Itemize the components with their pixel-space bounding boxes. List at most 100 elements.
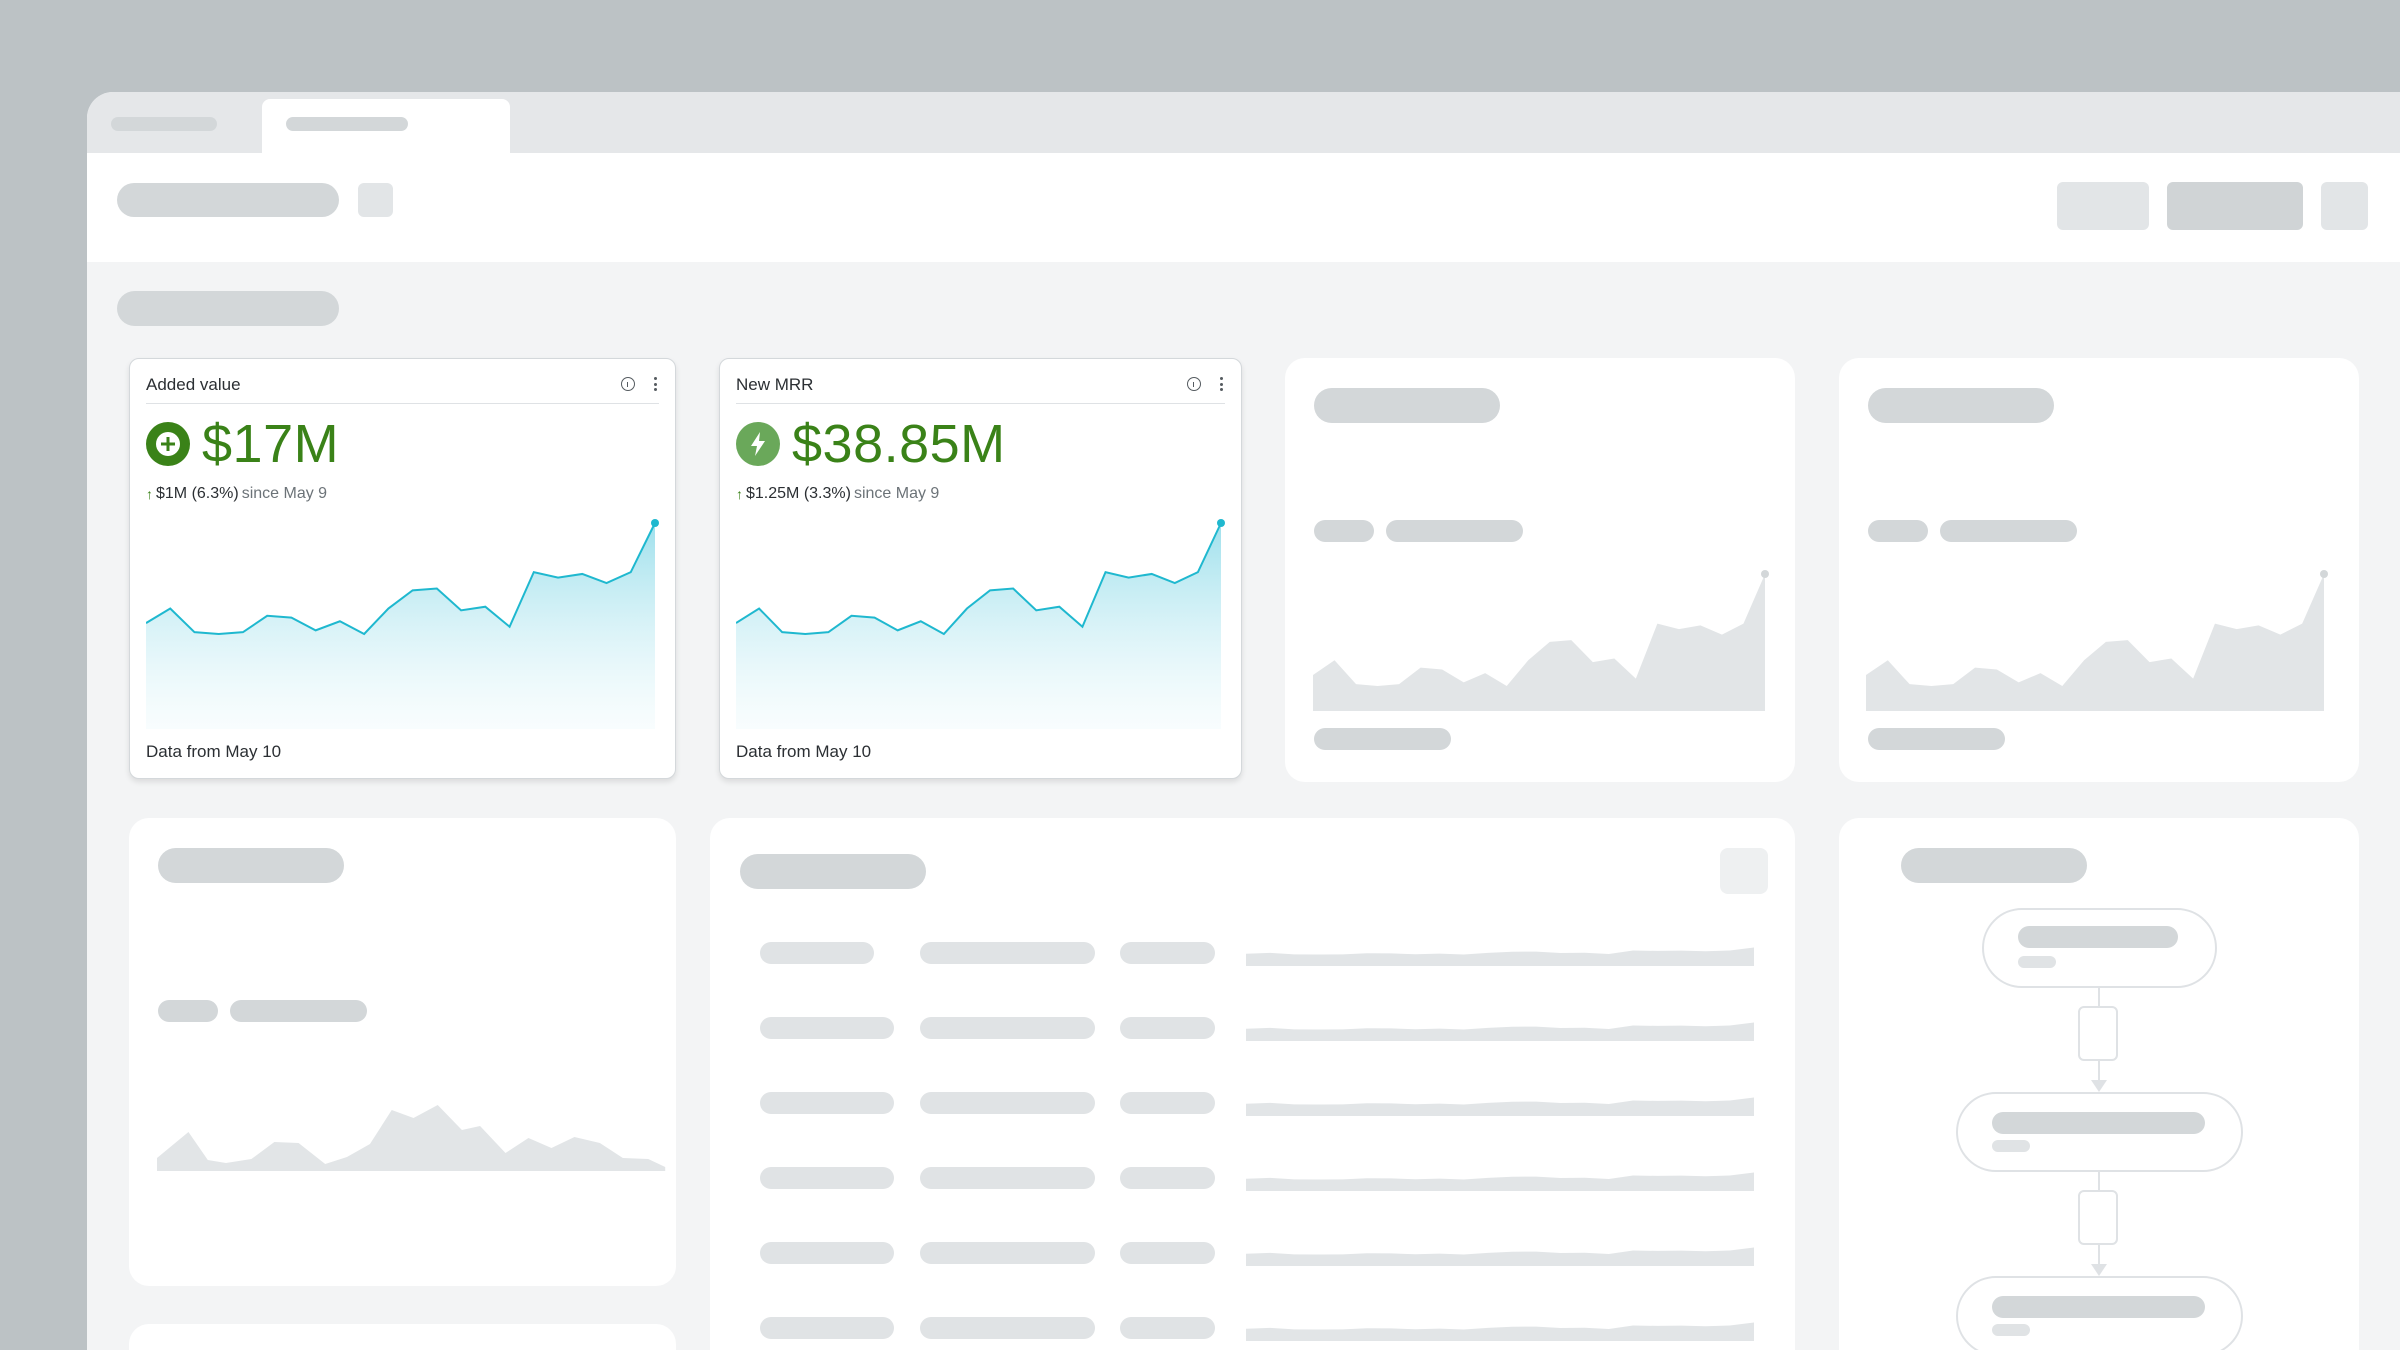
page-title-placeholder — [117, 183, 339, 217]
placeholder-sparkline — [1246, 1322, 1754, 1341]
placeholder-cell — [920, 1167, 1095, 1189]
placeholder-text — [1992, 1140, 2030, 1152]
placeholder-title — [158, 848, 344, 883]
skeleton-kpi-card — [1285, 358, 1795, 782]
placeholder-title — [1314, 388, 1500, 423]
placeholder-sparkline-area — [1246, 1097, 1754, 1116]
table-row[interactable] — [710, 938, 1795, 968]
placeholder-area — [1313, 574, 1765, 711]
kpi-since: since May 9 — [853, 485, 940, 502]
placeholder-title — [1901, 848, 2087, 883]
app-window: Added value $17M ↑ $1M (6.3%) since May … — [87, 92, 2400, 1350]
placeholder-cell — [760, 942, 874, 964]
flow-node[interactable] — [1982, 908, 2217, 988]
placeholder-sparkline — [1246, 947, 1754, 966]
placeholder-area-chart — [1313, 570, 1769, 711]
placeholder-cell — [920, 1317, 1095, 1339]
table-row[interactable] — [710, 1313, 1795, 1343]
placeholder-cell — [760, 1017, 894, 1039]
placeholder-cell — [920, 1242, 1095, 1264]
table-row[interactable] — [710, 1163, 1795, 1193]
placeholder-sparkline — [1246, 1097, 1754, 1116]
plus-circle-icon — [146, 422, 190, 466]
tab-label-placeholder — [286, 117, 408, 131]
placeholder-sparkline — [1246, 1022, 1754, 1041]
more-vertical-icon[interactable] — [1219, 377, 1223, 391]
placeholder-text — [1868, 728, 2005, 750]
arrow-down-icon — [2091, 1264, 2107, 1276]
kpi-value: $17M — [202, 414, 340, 474]
kpi-title: Added value — [146, 375, 241, 394]
placeholder-cell — [920, 1092, 1095, 1114]
table-row[interactable] — [710, 1013, 1795, 1043]
placeholder-area-chart — [1866, 570, 2328, 711]
placeholder-text — [2018, 956, 2056, 968]
placeholder-text — [1940, 520, 2077, 542]
divider — [146, 403, 659, 404]
placeholder-cell — [1120, 1092, 1215, 1114]
flow-node[interactable] — [1956, 1276, 2243, 1350]
info-icon[interactable] — [1187, 377, 1201, 391]
sparkline-last-point — [1217, 519, 1225, 527]
kpi-delta: $1M (6.3%) — [156, 485, 239, 502]
placeholder-cell — [760, 1317, 894, 1339]
placeholder-sparkline-area — [1246, 1322, 1754, 1341]
placeholder-sparkline-area — [1246, 1172, 1754, 1191]
placeholder-cell — [1120, 1317, 1215, 1339]
sparkline-chart — [736, 519, 1225, 729]
info-icon[interactable] — [621, 377, 635, 391]
kpi-footer: Data from May 10 — [736, 742, 872, 761]
flow-step[interactable] — [2078, 1190, 2118, 1245]
placeholder-text — [1386, 520, 1523, 542]
connector — [2098, 988, 2100, 1008]
placeholder-text — [230, 1000, 367, 1022]
placeholder-point — [2320, 570, 2328, 578]
placeholder-title — [1868, 388, 2054, 423]
placeholder-point — [1761, 570, 1769, 578]
skeleton-flow-card — [1839, 818, 2359, 1350]
flow-node[interactable] — [1956, 1092, 2243, 1172]
placeholder-cell — [1120, 942, 1215, 964]
kpi-card-new-mrr[interactable]: New MRR $38.85M ↑ $1.25M (3.3%) since Ma… — [719, 358, 1242, 779]
table-row[interactable] — [710, 1088, 1795, 1118]
divider — [736, 403, 1225, 404]
arrow-up-icon: ↑ — [146, 486, 153, 502]
sparkline-chart — [146, 519, 659, 729]
placeholder-text — [1992, 1324, 2030, 1336]
header-button-1[interactable] — [2057, 182, 2149, 230]
placeholder-cell — [760, 1242, 894, 1264]
title-action-button[interactable] — [358, 183, 393, 217]
lightning-bolt-icon — [736, 422, 780, 466]
tab-active[interactable] — [262, 99, 510, 153]
kpi-delta: $1.25M (3.3%) — [746, 485, 851, 502]
kpi-title: New MRR — [736, 375, 814, 394]
kpi-card-added-value[interactable]: Added value $17M ↑ $1M (6.3%) since May … — [129, 358, 676, 779]
section-title-placeholder — [117, 291, 339, 326]
placeholder-sparkline — [1246, 1172, 1754, 1191]
placeholder-sparkline-area — [1246, 1247, 1754, 1266]
arrow-up-icon: ↑ — [736, 486, 743, 502]
header-button-3[interactable] — [2321, 182, 2368, 230]
tab-bar — [87, 92, 2400, 153]
table-action-button[interactable] — [1720, 848, 1768, 894]
flow-step[interactable] — [2078, 1006, 2118, 1061]
placeholder-cell — [760, 1167, 894, 1189]
connector — [2098, 1172, 2100, 1192]
placeholder-text — [1868, 520, 1928, 542]
placeholder-area — [1866, 574, 2324, 711]
tab-inactive[interactable] — [87, 92, 262, 153]
sparkline-last-point — [651, 519, 659, 527]
table-row[interactable] — [710, 1238, 1795, 1268]
placeholder-text — [158, 1000, 218, 1022]
placeholder-cell — [920, 1017, 1095, 1039]
sparkline-line — [146, 522, 656, 636]
placeholder-sparkline-area — [1246, 1022, 1754, 1041]
kpi-footer: Data from May 10 — [146, 742, 282, 761]
more-vertical-icon[interactable] — [653, 377, 657, 391]
placeholder-cell — [1120, 1167, 1215, 1189]
sparkline-area — [146, 523, 655, 729]
placeholder-cell — [920, 942, 1095, 964]
skeleton-table-card — [710, 818, 1795, 1350]
placeholder-title — [740, 854, 926, 889]
header-button-2[interactable] — [2167, 182, 2303, 230]
